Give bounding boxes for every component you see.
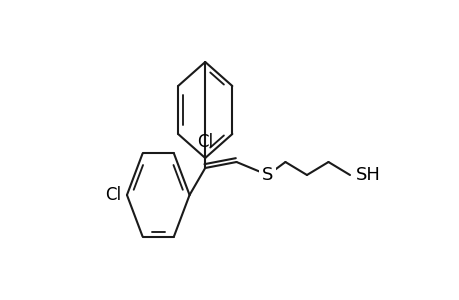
Text: SH: SH <box>355 166 380 184</box>
Text: Cl: Cl <box>105 186 121 204</box>
Text: S: S <box>262 166 273 184</box>
Text: Cl: Cl <box>197 134 213 152</box>
